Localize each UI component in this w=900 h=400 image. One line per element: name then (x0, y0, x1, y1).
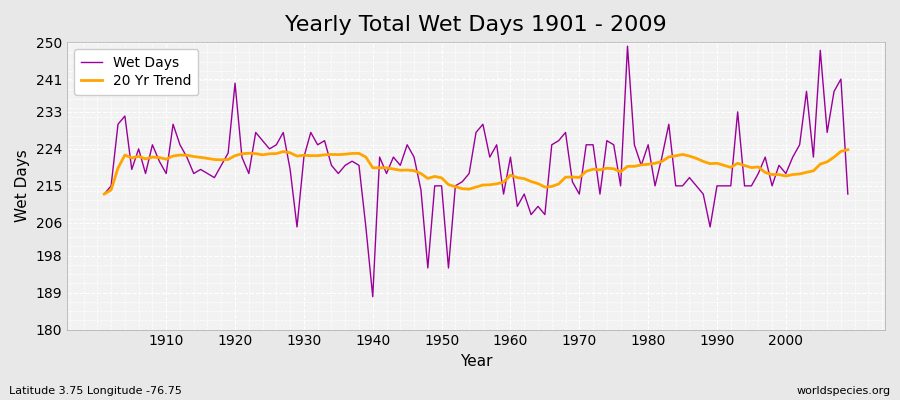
Legend: Wet Days, 20 Yr Trend: Wet Days, 20 Yr Trend (74, 49, 198, 95)
Title: Yearly Total Wet Days 1901 - 2009: Yearly Total Wet Days 1901 - 2009 (285, 15, 667, 35)
20 Yr Trend (499, 180, 509, 184)
Text: worldspecies.org: worldspecies.org (796, 386, 891, 396)
20 Yr Trend (305, 153, 316, 158)
Wet Days (305, 130, 316, 135)
Wet Days (367, 294, 378, 299)
20 Yr Trend (154, 155, 165, 160)
Wet Days (99, 192, 110, 196)
X-axis label: Year: Year (460, 354, 492, 369)
20 Yr Trend (842, 147, 853, 152)
Wet Days (622, 44, 633, 49)
20 Yr Trend (588, 167, 598, 172)
Wet Days (346, 159, 357, 164)
20 Yr Trend (99, 192, 110, 196)
Line: 20 Yr Trend: 20 Yr Trend (104, 150, 848, 194)
Line: Wet Days: Wet Days (104, 46, 848, 297)
20 Yr Trend (346, 151, 357, 156)
Text: Latitude 3.75 Longitude -76.75: Latitude 3.75 Longitude -76.75 (9, 386, 182, 396)
Wet Days (505, 155, 516, 160)
Wet Days (154, 159, 165, 164)
Wet Days (512, 204, 523, 209)
20 Yr Trend (505, 173, 516, 178)
Y-axis label: Wet Days: Wet Days (15, 150, 30, 222)
Wet Days (842, 192, 853, 196)
Wet Days (595, 192, 606, 196)
